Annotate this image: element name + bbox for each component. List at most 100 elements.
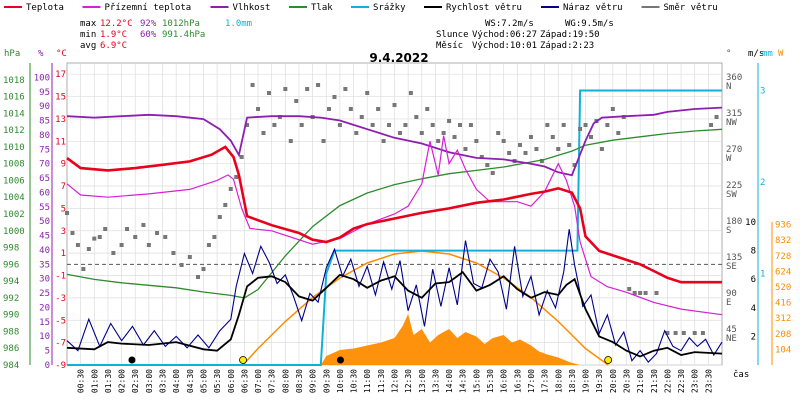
hum-tick-12: 60 (39, 188, 50, 198)
dir-point-49 (359, 115, 364, 119)
moon-event-marker-0 (128, 356, 136, 364)
hum-tick-3: 15 (39, 318, 50, 328)
hum-tick-8: 40 (39, 246, 50, 256)
dir-point-29 (250, 83, 255, 87)
dir-point-82 (539, 159, 544, 163)
dir-point-38 (299, 123, 304, 127)
x-tick-2: 01:30 (104, 369, 113, 393)
dir-point-81 (534, 147, 539, 151)
dir-point-102 (654, 291, 659, 295)
wind-speed-info: WS:7.2m/s (485, 19, 534, 29)
chart-title: 9.4.2022 (369, 51, 428, 65)
dir-point-12 (141, 223, 146, 227)
dir-tick-4: 225 (726, 181, 742, 191)
hum-tick-16: 80 (39, 131, 50, 141)
solar-unit: W (778, 49, 784, 59)
dir-point-7 (103, 227, 108, 231)
dir-tick-1: 90 (726, 289, 737, 299)
dir-point-98 (627, 287, 632, 291)
dir-point-27 (239, 155, 244, 159)
x-tick-6: 03:30 (159, 369, 168, 393)
dir-point-87 (567, 143, 572, 147)
dir-compass-1: E (726, 298, 731, 308)
dir-point-17 (179, 263, 184, 267)
dir-point-103 (665, 331, 670, 335)
dir-point-43 (327, 107, 331, 111)
x-tick-9: 05:00 (199, 369, 208, 393)
dir-point-57 (403, 123, 408, 127)
press-tick-6: 996 (3, 260, 19, 270)
x-tick-15: 08:00 (281, 369, 290, 393)
dir-point-88 (572, 163, 577, 167)
hum-tick-0: 0 (45, 361, 50, 371)
dir-point-13 (146, 243, 151, 247)
x-tick-19: 10:00 (336, 369, 345, 393)
x-tick-10: 05:30 (213, 369, 222, 393)
press-tick-1: 986 (3, 344, 19, 354)
dir-point-100 (638, 291, 643, 295)
temp-tick-0: -9 (55, 361, 66, 371)
dir-point-53 (381, 139, 386, 143)
dir-point-9 (119, 243, 124, 247)
press-tick-3: 990 (3, 311, 19, 321)
hum-tick-9: 45 (39, 232, 50, 242)
dir-point-14 (155, 231, 160, 235)
dir-point-56 (397, 131, 402, 135)
x-tick-39: 20:00 (609, 369, 618, 393)
x-tick-21: 11:00 (363, 369, 372, 393)
temp-tick-2: -5 (55, 316, 66, 326)
x-tick-35: 18:00 (554, 369, 563, 393)
dir-point-90 (583, 123, 588, 127)
temp-tick-11: 13 (55, 115, 66, 125)
dir-compass-0: NE (726, 334, 737, 344)
wind-speed-line (66, 270, 723, 358)
x-tick-41: 21:00 (636, 369, 645, 393)
wind-gust-info: WG:9.5m/s (565, 19, 614, 29)
x-axis: 00:30 01:00 01:30 02:00 02:30 03:00 03:30 04:00… (77, 369, 714, 393)
solar-tick-0: 104 (775, 345, 791, 355)
dir-point-71 (479, 155, 484, 159)
dir-point-6 (97, 235, 102, 239)
dir-point-3 (81, 267, 86, 271)
x-tick-30: 15:30 (486, 369, 495, 393)
dir-point-19 (196, 275, 200, 279)
dir-point-109 (714, 115, 719, 119)
stat-max-label: max (80, 19, 97, 29)
dir-compass-2: SE (726, 262, 737, 272)
dir-point-54 (387, 123, 392, 127)
wind-tick-0: 2 (751, 332, 756, 342)
legend-label-3: Tlak (311, 3, 333, 13)
hum-tick-1: 5 (45, 347, 50, 357)
dir-point-37 (294, 99, 299, 103)
x-tick-45: 23:00 (691, 369, 700, 393)
dir-point-45 (337, 123, 342, 127)
wind-tick-1: 4 (751, 304, 756, 314)
dir-point-101 (643, 291, 648, 295)
press-tick-17: 1018 (3, 76, 25, 86)
dir-point-62 (430, 123, 435, 127)
press-tick-14: 1012 (3, 126, 25, 136)
dir-point-86 (561, 123, 566, 127)
dir-point-28 (245, 123, 250, 127)
dir-point-44 (332, 95, 337, 99)
hum-tick-10: 50 (39, 217, 50, 227)
x-tick-32: 16:30 (513, 369, 522, 393)
x-axis-label: čas (733, 369, 749, 380)
hum-tick-14: 70 (39, 160, 50, 170)
stats-block: max 12.2°C 92% 1012hPa 1.0mm min 1.9°C 6… (80, 19, 252, 51)
dir-point-42 (321, 139, 326, 143)
dir-point-11 (133, 235, 138, 239)
dir-point-94 (605, 123, 610, 127)
astro-block: WS:7.2m/s WG:9.5m/s Slunce Východ:06:27 … (436, 19, 614, 51)
legend-label-2: Vlhkost (233, 3, 271, 13)
x-tick-5: 03:00 (145, 369, 154, 393)
dir-point-18 (187, 255, 192, 259)
dir-point-26 (234, 175, 239, 179)
dir-point-2 (75, 243, 80, 247)
dir-tick-7: 360 (726, 73, 742, 83)
dir-point-93 (599, 147, 604, 151)
x-tick-3: 02:00 (118, 369, 127, 393)
dir-point-66 (452, 135, 457, 139)
press-tick-11: 1006 (3, 176, 25, 186)
x-tick-26: 13:30 (431, 369, 440, 393)
